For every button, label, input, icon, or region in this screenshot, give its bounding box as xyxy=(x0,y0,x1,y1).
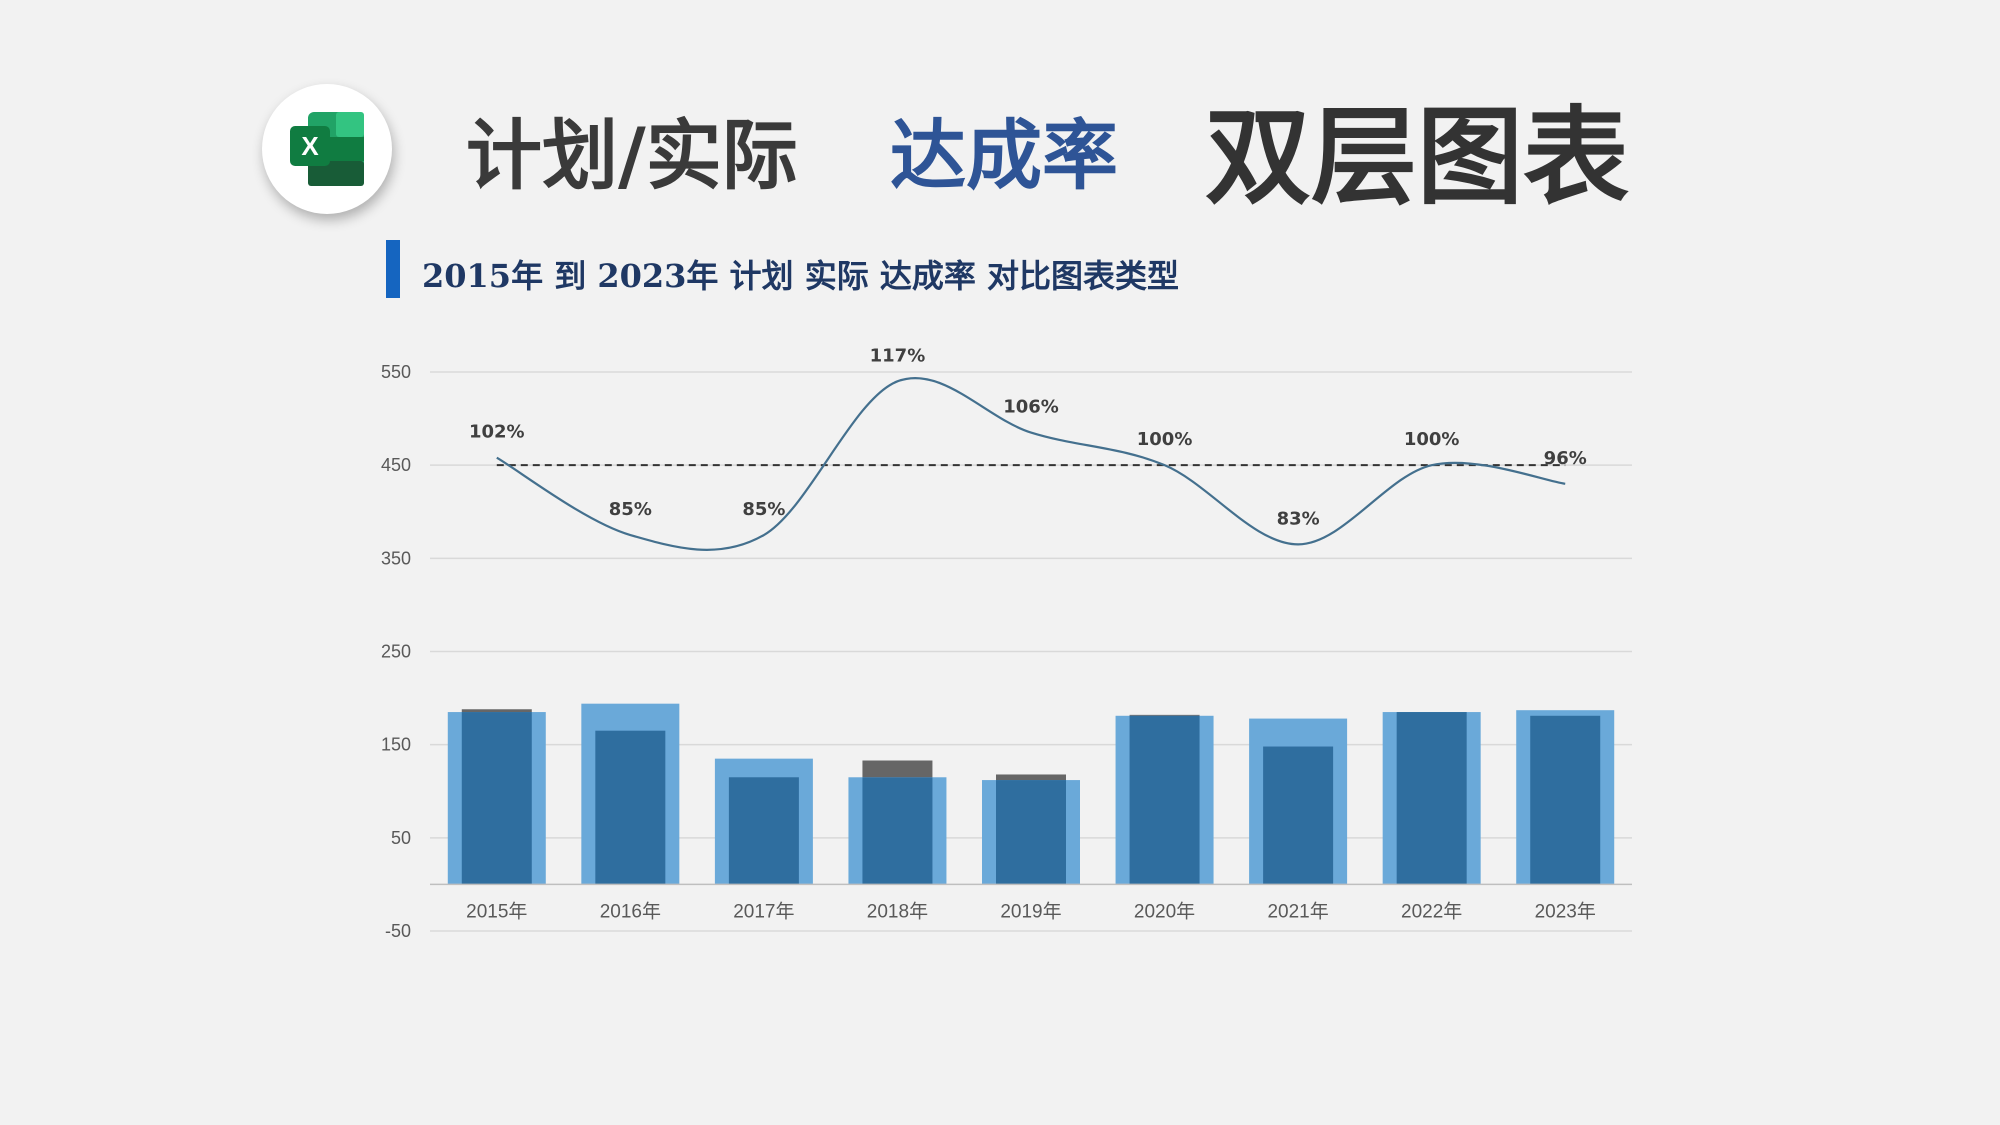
y-axis: 550 450 350 250 150 50 -50 xyxy=(381,362,411,941)
x-category-label: 2022年 xyxy=(1401,900,1462,922)
rate-label: 83% xyxy=(1277,508,1320,529)
subtitle-accent-bar xyxy=(386,240,400,298)
rate-label: 100% xyxy=(1137,429,1193,450)
actual-bar-excess xyxy=(461,709,532,713)
rate-label: 96% xyxy=(1544,448,1587,469)
x-category-label: 2020年 xyxy=(1134,900,1195,922)
y-tick-label: 50 xyxy=(391,828,411,848)
title-achievement-rate: 达成率 xyxy=(890,111,1118,200)
y-tick-label: -50 xyxy=(385,921,411,941)
x-category-label: 2021年 xyxy=(1267,900,1328,922)
rate-label: 102% xyxy=(469,422,525,443)
x-category-label: 2023年 xyxy=(1535,900,1596,922)
actual-bar xyxy=(595,730,666,885)
subtitle: 2015年 到 2023年 计划 实际 达成率 对比图表类型 xyxy=(422,257,1179,295)
x-category-label: 2018年 xyxy=(867,900,928,922)
actual-bar xyxy=(862,777,933,885)
x-category-label: 2016年 xyxy=(600,900,661,922)
x-category-label: 2015年 xyxy=(466,900,527,922)
rate-label: 100% xyxy=(1404,429,1460,450)
y-tick-label: 150 xyxy=(381,735,411,755)
rate-label: 106% xyxy=(1003,397,1059,418)
x-category-label: 2019年 xyxy=(1000,900,1061,922)
bars xyxy=(430,703,1632,886)
y-tick-label: 250 xyxy=(381,642,411,662)
logo-letter: X xyxy=(301,131,319,161)
rate-label: 85% xyxy=(742,499,785,520)
actual-bar xyxy=(996,780,1066,885)
title-double-layer-chart: 双层图表 xyxy=(1205,94,1629,219)
title-plan-actual: 计划/实际 xyxy=(466,111,798,200)
rate-line xyxy=(496,376,1566,551)
actual-bar-excess xyxy=(996,774,1066,781)
y-tick-label: 450 xyxy=(381,455,411,475)
actual-bar xyxy=(728,777,799,885)
actual-bar-excess xyxy=(862,760,933,778)
actual-bar-excess xyxy=(1129,714,1200,716)
actual-bar xyxy=(1396,712,1467,885)
actual-bar xyxy=(1530,715,1601,885)
x-axis: 2015年 2016年 2017年 2018年 2019年 2020年 2021年 2022年… xyxy=(466,900,1596,922)
excel-logo: X xyxy=(262,84,392,214)
actual-bar xyxy=(461,712,532,885)
rate-label: 85% xyxy=(609,499,652,520)
rate-label: 117% xyxy=(870,345,926,366)
y-tick-label: 350 xyxy=(381,548,411,568)
rate-line-group: 102% 85% 85% 117% 106% 100% 83% 100% 96% xyxy=(469,345,1587,551)
actual-bar xyxy=(1263,746,1334,885)
x-category-label: 2017年 xyxy=(733,900,794,922)
excel-icon: X xyxy=(290,112,364,186)
actual-bar xyxy=(1129,715,1200,885)
y-tick-label: 550 xyxy=(381,362,411,382)
